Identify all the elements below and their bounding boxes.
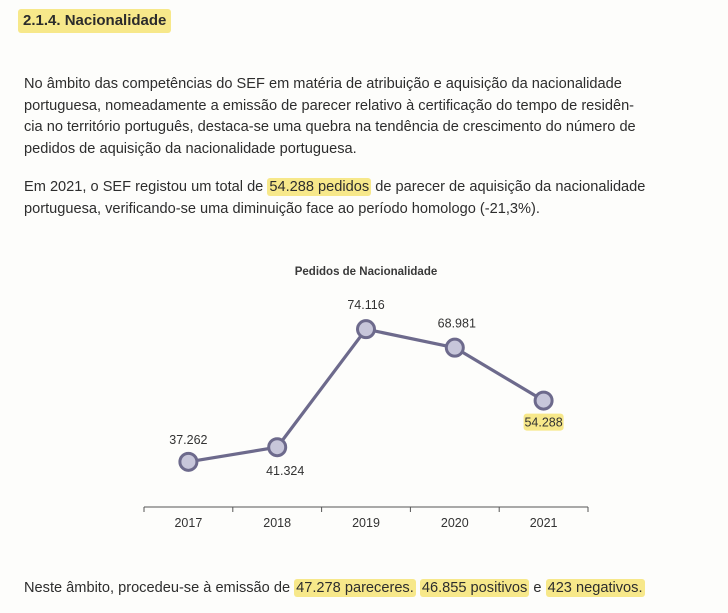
data-labels: 37.262 41.324 74.116 68.981 54.288 [169, 298, 564, 478]
data-label: 68.981 [438, 317, 476, 331]
paragraph-line: portuguesa, nomeadamente a emissão de pa… [24, 97, 635, 114]
data-label: 41.324 [266, 464, 304, 478]
x-tick-label: 2019 [352, 516, 380, 530]
data-points [178, 319, 554, 472]
x-axis: 2017 2018 2019 2020 2021 [143, 506, 589, 530]
paragraph-text: Neste âmbito, procedeu-se à emissão de [24, 580, 295, 596]
x-tick-label: 2018 [263, 516, 291, 530]
series-line [188, 327, 545, 464]
section-heading: 2.1.4. Nacionalidade [18, 9, 172, 33]
data-point [267, 437, 288, 458]
x-tick-label: 2017 [174, 516, 202, 530]
data-label: 37.262 [169, 433, 207, 447]
data-point [178, 451, 199, 472]
highlighted-total: 54.288 pedidos [267, 178, 372, 196]
data-label: 74.116 [347, 298, 384, 312]
nationality-requests-chart: Pedidos de Nacionalidade 2017 2018 2019 202… [143, 266, 589, 530]
data-point [533, 390, 554, 411]
paragraph-line: cia no território português, destaca-se … [24, 119, 636, 135]
x-tick-label: 2021 [530, 516, 558, 530]
highlighted-opinions-total: 47.278 pareceres. [294, 579, 416, 597]
highlighted-negative: 423 negativos. [545, 579, 645, 597]
data-point [444, 337, 465, 358]
data-label: 54.288 [524, 416, 562, 430]
intro-paragraph: No âmbito das competências do SEF em mat… [24, 74, 712, 160]
data-point [356, 319, 376, 340]
label-highlight [523, 413, 564, 431]
x-tick-label: 2020 [441, 516, 469, 530]
chart-title: Pedidos de Nacionalidade [295, 266, 438, 278]
total-requests-paragraph: Em 2021, o SEF registou um total de 54.2… [24, 177, 712, 220]
paragraph-line: No âmbito das competências do SEF em mat… [24, 76, 622, 92]
paragraph-text: e [529, 580, 546, 596]
highlighted-positive: 46.855 positivos [419, 579, 530, 597]
paragraph-line: pedidos de aquisição da nacionalidade po… [24, 140, 357, 157]
opinions-paragraph: Neste âmbito, procedeu-se à emissão de 4… [24, 578, 712, 600]
paragraph-text: Em 2021, o SEF registou um total de [24, 179, 268, 195]
paragraph-text: portuguesa, verificando-se uma diminuiçã… [24, 200, 540, 217]
paragraph-text: de parecer de aquisição da nacionalidade [371, 179, 646, 195]
series-polyline [188, 327, 545, 464]
